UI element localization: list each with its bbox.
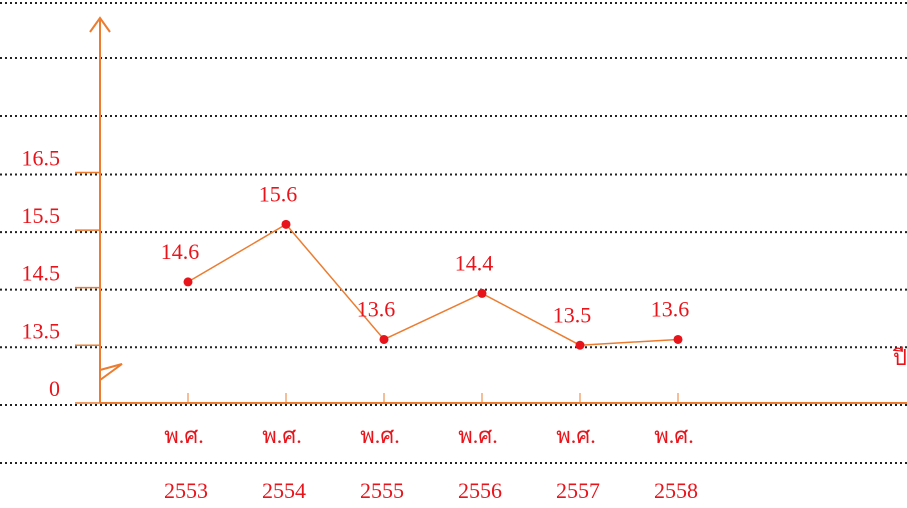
data-label: 14.6	[161, 239, 200, 264]
x-tick-prefix: พ.ศ.	[262, 423, 301, 448]
x-tick-label: 2555	[360, 478, 404, 503]
point	[282, 220, 291, 229]
y-tick-label: 14.5	[22, 261, 61, 286]
line	[188, 224, 678, 345]
y-axis-break	[100, 20, 122, 380]
grid	[0, 175, 907, 405]
x-axis-label: ปี	[892, 345, 907, 370]
data-label: 13.6	[651, 297, 690, 322]
x-tick-label: 2553	[164, 478, 208, 503]
y-tick-label: 13.5	[22, 318, 61, 343]
x-tick-prefix: พ.ศ.	[654, 423, 693, 448]
x-tick-prefix: พ.ศ.	[556, 423, 595, 448]
x-tick-label: 2554	[262, 478, 306, 503]
y-tick-label: 16.5	[22, 146, 61, 171]
y-tick-label: 15.5	[22, 203, 61, 228]
x-tick-prefix: พ.ศ.	[360, 423, 399, 448]
point	[674, 335, 683, 344]
x-tick-label: 2557	[556, 478, 600, 503]
x-tick-label: 2558	[654, 478, 698, 503]
x-tick-label: 2556	[458, 478, 502, 503]
data-label: 15.6	[259, 181, 298, 206]
point	[184, 277, 193, 286]
data-label: 13.5	[553, 302, 592, 327]
data-label: 13.6	[357, 297, 396, 322]
point	[380, 335, 389, 344]
point	[576, 341, 585, 350]
x-tick-prefix: พ.ศ.	[164, 423, 203, 448]
data-label: 14.4	[455, 250, 494, 275]
chart: ปี 0 13.5 14.5 15.5 16.5 พ.ศ. 2553 พ.ศ. 2554 พ.ศ.…	[0, 0, 907, 508]
y-tick-label: 0	[49, 376, 60, 401]
point	[478, 289, 487, 298]
x-tick-prefix: พ.ศ.	[458, 423, 497, 448]
